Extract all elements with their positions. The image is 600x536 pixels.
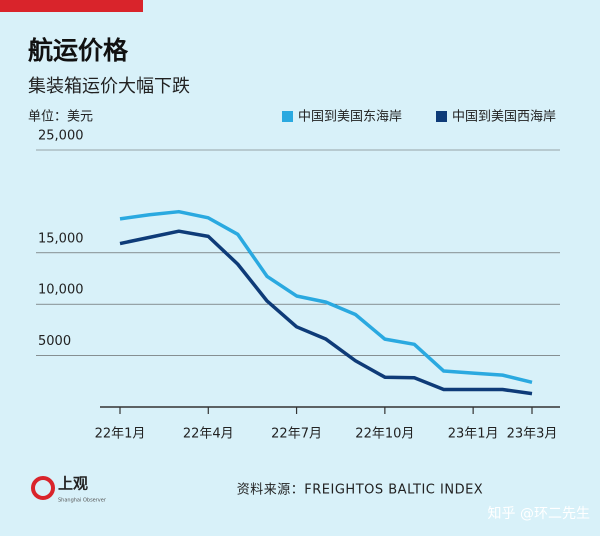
y-axis-label: 单位：美元 [28, 110, 93, 125]
accent-bar [0, 0, 143, 12]
source: 资料来源：FREIGHTOS BALTIC INDEX [237, 483, 483, 498]
legend-swatch [282, 111, 293, 122]
y-tick-label: 15,000 [38, 231, 84, 246]
logo: 上观 [58, 475, 88, 493]
chart-subtitle: 集装箱运价大幅下跌 [28, 76, 190, 97]
series-line [119, 229, 533, 396]
y-tick-label: 10,000 [38, 283, 84, 298]
logo-icon [31, 476, 55, 500]
legend-label: 中国到美国东海岸 [298, 110, 402, 125]
x-tick-label: 22年10月 [355, 427, 414, 442]
series-line [119, 209, 533, 385]
y-tick-label: 5000 [38, 334, 71, 349]
legend-label: 中国到美国西海岸 [452, 110, 556, 125]
y-tick-label: 25,000 [38, 129, 84, 144]
logo-sub: Shanghai Observer [58, 498, 107, 504]
x-tick-label: 23年1月 [448, 427, 499, 442]
x-tick-label: 22年1月 [95, 427, 146, 442]
x-tick-label: 23年3月 [507, 427, 558, 442]
x-tick-label: 22年7月 [271, 427, 322, 442]
watermark: 知乎 @环二先生 [488, 505, 590, 522]
legend-swatch [436, 111, 447, 122]
x-tick-label: 22年4月 [183, 427, 234, 442]
chart-title: 航运价格 [28, 36, 129, 65]
